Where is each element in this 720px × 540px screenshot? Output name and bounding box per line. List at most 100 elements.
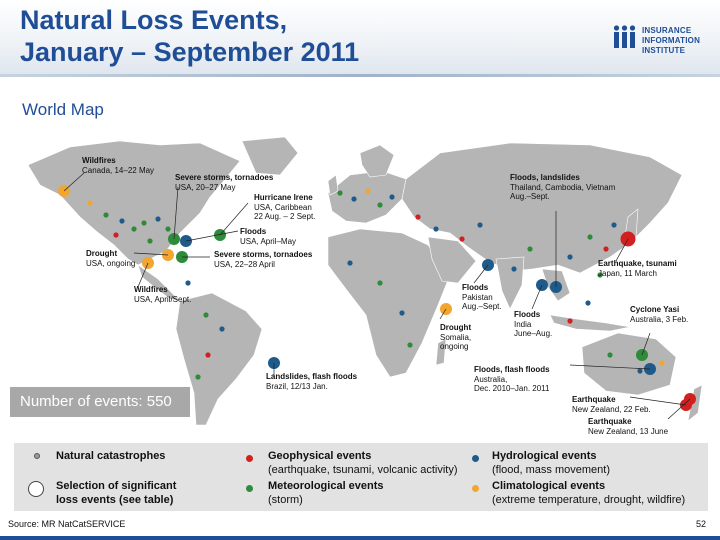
header-rule — [0, 74, 720, 77]
source-note: Source: MR NatCatSERVICE — [8, 519, 126, 529]
south-america — [175, 292, 263, 426]
callout-drought-somalia: Drought Somalia, ongoing — [440, 323, 472, 351]
event-dot — [141, 220, 147, 226]
legend-large-circle-icon — [28, 481, 44, 497]
callout-drought-usa: Drought USA, ongoing — [86, 249, 136, 268]
callout-wildfires-canada: Wildfires Canada, 14–22 May — [82, 156, 155, 175]
map-legend: Natural catastrophes Selection of signif… — [14, 443, 708, 511]
event-dot — [87, 200, 93, 206]
callout-hurricane-irene: Hurricane Irene USA, Caribbean 22 Aug. –… — [254, 193, 316, 221]
event-dot — [365, 188, 371, 194]
logo-line-1: INSURANCE — [642, 26, 692, 35]
scandinavia — [359, 144, 395, 178]
australia — [581, 332, 677, 396]
event-dot — [113, 232, 119, 238]
event-dot — [185, 280, 191, 286]
land-masses — [27, 136, 703, 426]
callout-floods-australia: Floods, flash floods Australia, Dec. 201… — [474, 365, 550, 393]
legend-cli-icon — [472, 485, 479, 492]
world-map: Wildfires Canada, 14–22 May Severe storm… — [10, 133, 710, 441]
event-dot — [377, 202, 383, 208]
africa — [327, 228, 451, 378]
event-dot — [119, 218, 125, 224]
slide-title: Natural Loss Events, January – September… — [20, 4, 359, 68]
event-dot — [131, 226, 137, 232]
event-dots — [87, 188, 665, 380]
header-band — [0, 0, 720, 74]
event-dot — [389, 194, 395, 200]
callout-floods-india: Floods India June–Aug. — [514, 310, 553, 338]
page-number: 52 — [695, 519, 706, 529]
event-dot — [585, 300, 591, 306]
world-map-svg — [27, 136, 703, 426]
iii-logo-mark — [613, 25, 636, 48]
callout-floods-usa: Floods USA, April–May — [240, 227, 297, 246]
iii-logo: INSURANCE INFORMATION INSTITUTE — [612, 24, 712, 64]
europe — [327, 170, 407, 224]
legend-cli: Climatological events (extreme temperatu… — [492, 480, 686, 506]
event-dot — [351, 196, 357, 202]
event-dot — [195, 374, 201, 380]
event-dot — [567, 318, 573, 324]
central-america — [137, 264, 181, 302]
greenland — [241, 136, 299, 176]
callout-storms-may: Severe storms, tornadoes USA, 20–27 May — [175, 173, 274, 192]
events-count: Number of events: 550 — [10, 387, 190, 417]
event-dot — [527, 246, 533, 252]
legend-small-dot-icon — [34, 453, 40, 459]
event-dot — [399, 310, 405, 316]
event-dot — [433, 226, 439, 232]
legend-hyd-icon — [472, 455, 479, 462]
logo-text: INSURANCE INFORMATION INSTITUTE — [642, 26, 700, 56]
india — [495, 256, 525, 310]
legend-geo-icon — [246, 455, 253, 462]
event-dot — [205, 352, 211, 358]
callout-brazil: Landslides, flash floods Brazil, 12/13 J… — [266, 372, 358, 391]
arabia — [427, 236, 477, 284]
title-line-2: January – September 2011 — [20, 37, 360, 67]
event-dot — [203, 312, 209, 318]
legend-natural: Natural catastrophes — [56, 450, 166, 462]
new-zealand — [687, 384, 703, 422]
callout-nz-feb: Earthquake New Zealand, 22 Feb. — [572, 395, 651, 414]
legend-met: Meteorological events (storm) — [268, 480, 384, 506]
event-dot — [659, 360, 665, 366]
callout-wildfires-usa: Wildfires USA, April/Sept. — [134, 285, 192, 304]
event-dot — [165, 226, 171, 232]
event-dot — [377, 280, 383, 286]
callout-japan: Earthquake, tsunami Japan, 11 March — [598, 259, 677, 278]
callout-cyclone-yasi: Cyclone Yasi Australia, 3 Feb. — [630, 305, 689, 324]
event-dot — [103, 212, 109, 218]
event-dot — [147, 238, 153, 244]
event-dot — [637, 368, 643, 374]
legend-hyd: Hydrological events (flood, mass movemen… — [492, 450, 610, 476]
leader-lines — [63, 172, 691, 420]
event-dot — [477, 222, 483, 228]
indonesia — [549, 314, 631, 332]
callout-nz-june: Earthquake New Zealand, 13 June — [588, 417, 669, 436]
event-dot — [567, 254, 573, 260]
event-dot — [511, 266, 517, 272]
event-dot — [407, 342, 413, 348]
event-dot — [611, 222, 617, 228]
map-subtitle: World Map — [22, 100, 104, 119]
legend-selection: Selection of significant loss events (se… — [56, 480, 177, 506]
logo-line-3: INSTITUTE — [642, 46, 686, 55]
footer-rule — [0, 536, 720, 540]
event-dot — [219, 326, 225, 332]
event-dot — [459, 236, 465, 242]
madagascar — [435, 338, 447, 366]
event-dot — [155, 216, 161, 222]
event-dot — [415, 214, 421, 220]
slide-footer: Source: MR NatCatSERVICE 52 — [0, 516, 720, 540]
callout-floods-pakistan: Floods Pakistan Aug.–Sept. — [462, 283, 502, 311]
event-dot — [603, 246, 609, 252]
event-dot — [597, 272, 603, 278]
event-dot — [607, 352, 613, 358]
uk — [327, 174, 339, 196]
logo-line-2: INFORMATION — [642, 36, 701, 45]
callout-floods-thailand: Floods, landslides Thailand, Cambodia, V… — [510, 173, 616, 201]
title-line-1: Natural Loss Events, — [20, 5, 288, 35]
callout-storms-april: Severe storms, tornadoes USA, 22–28 Apri… — [214, 250, 313, 269]
legend-geo: Geophysical events (earthquake, tsunami,… — [268, 450, 458, 476]
